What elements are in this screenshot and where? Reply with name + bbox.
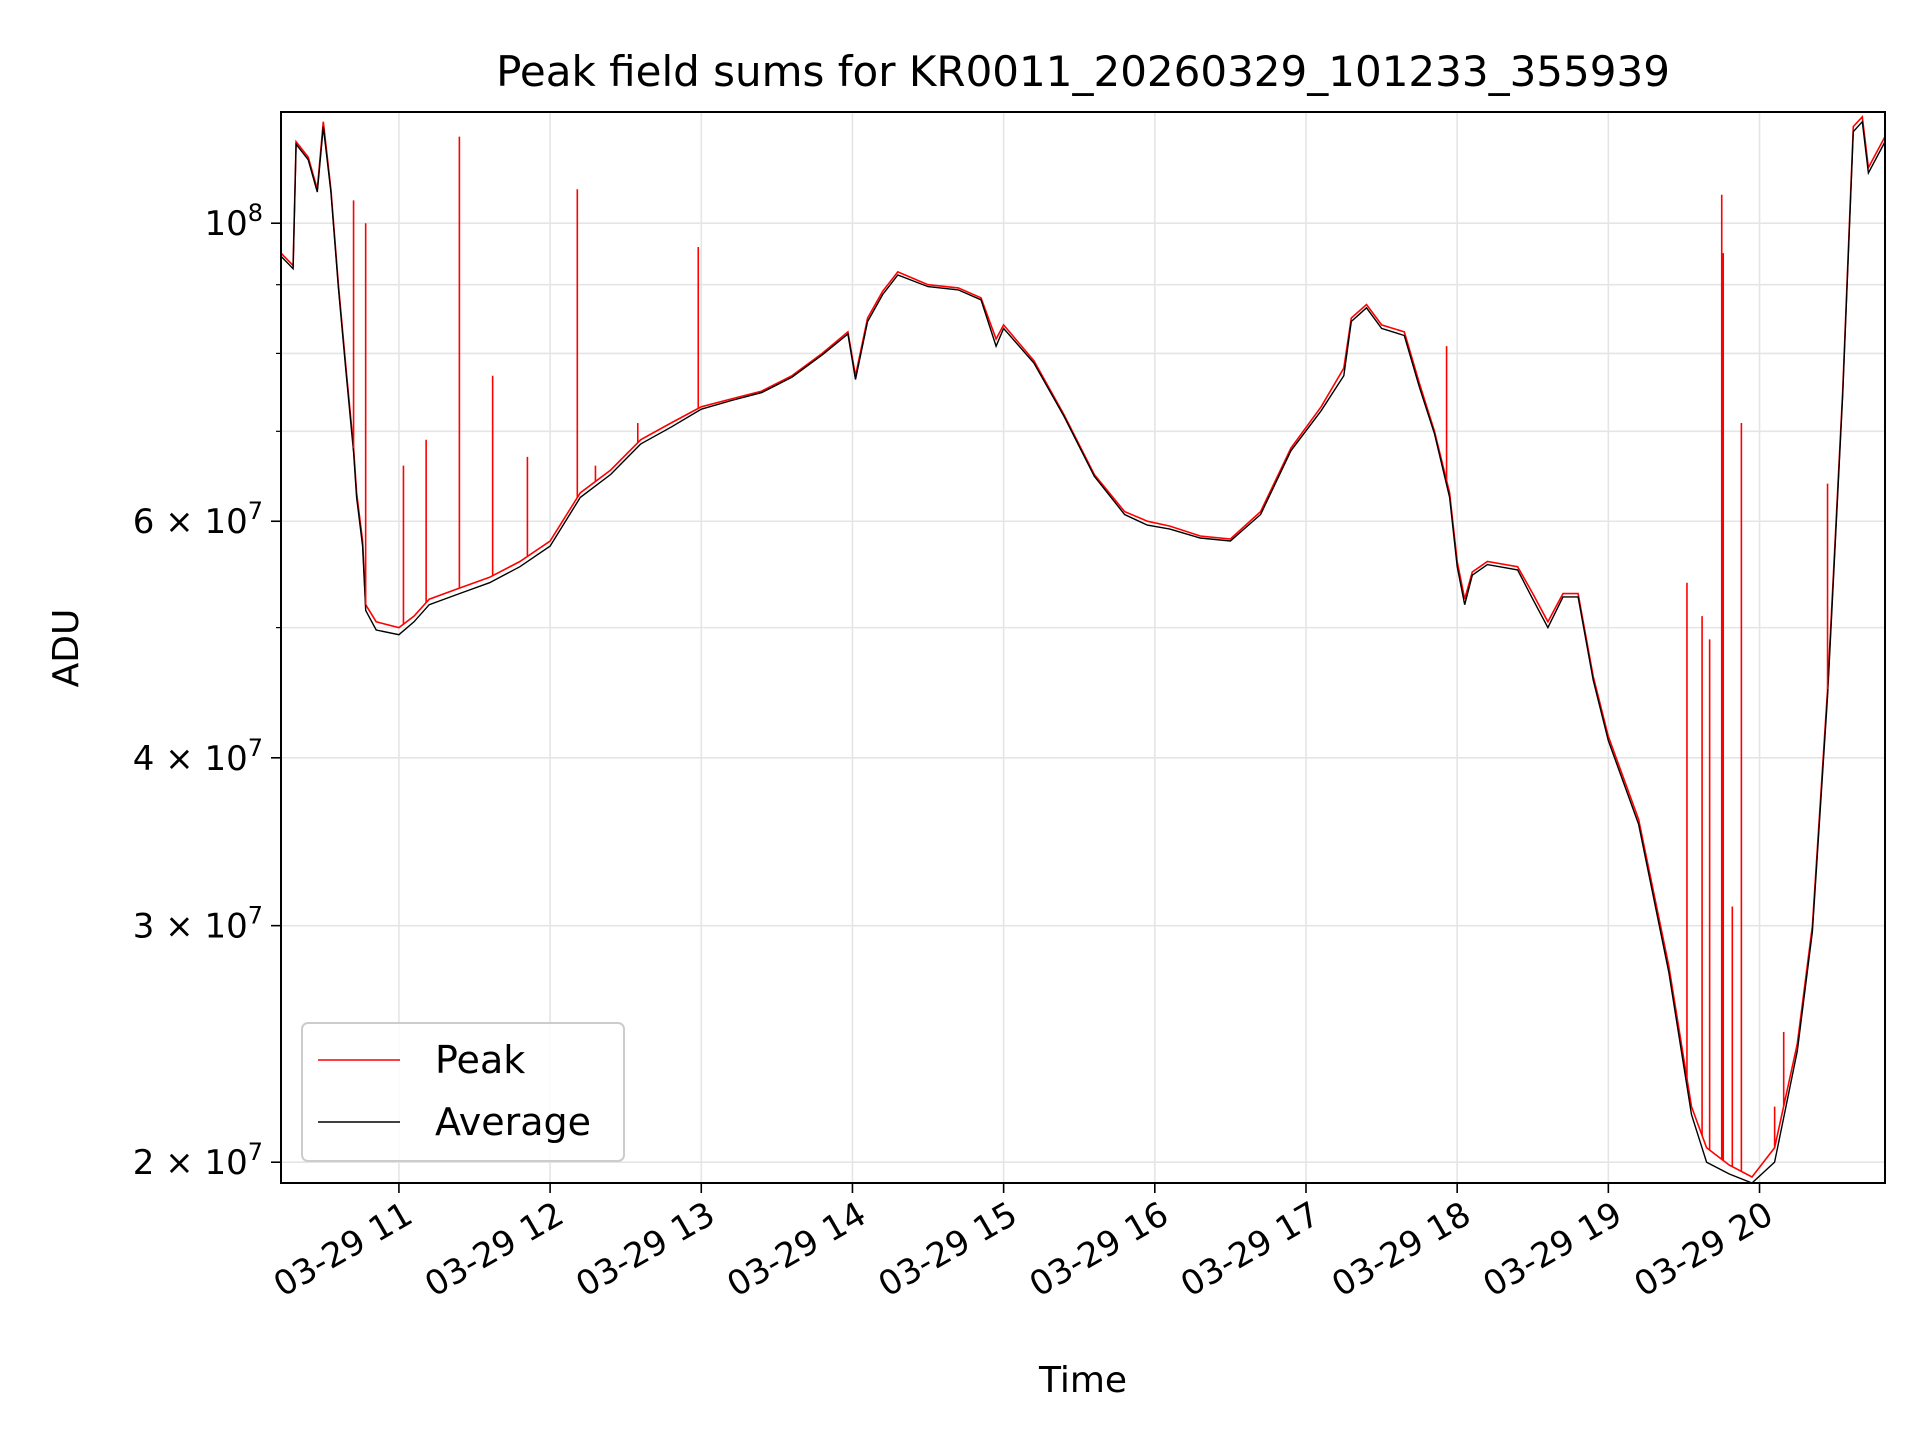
y-tick-label: 3 × 107 [133, 902, 263, 947]
plot-frame [280, 111, 1886, 1184]
legend-label-peak: Peak [435, 1038, 525, 1082]
x-tick-label: 03-29 16 [1023, 1194, 1175, 1305]
y-axis-label: ADU [46, 609, 87, 688]
series-line-average [281, 120, 1885, 1183]
x-tick-label: 03-29 14 [721, 1194, 873, 1305]
y-tick-label: 6 × 107 [133, 497, 263, 542]
series-layer [281, 114, 1885, 1183]
y-tick-label: 2 × 107 [133, 1138, 263, 1183]
y-tick-label: 108 [204, 199, 263, 244]
chart-title: Peak field sums for KR0011_20260329_1012… [496, 47, 1670, 96]
grid-layer [281, 112, 1885, 1183]
y-axis: 2 × 107 3 × 107 4 × 107 6 × 107 108 [133, 199, 281, 1183]
x-axis-label: Time [1038, 1360, 1127, 1401]
series-line-peak [281, 114, 1885, 1179]
x-tick-label: 03-29 18 [1325, 1194, 1477, 1305]
y-tick-label: 4 × 107 [133, 734, 263, 779]
x-tick-label: 03-29 17 [1174, 1194, 1326, 1305]
x-tick-label: 03-29 12 [418, 1194, 570, 1305]
x-tick-label: 03-29 15 [872, 1194, 1024, 1305]
x-tick-label: 03-29 11 [267, 1194, 419, 1305]
legend-label-average: Average [435, 1100, 591, 1144]
legend-box [301, 1022, 625, 1162]
x-tick-label: 03-29 13 [569, 1194, 721, 1305]
x-tick-label: 03-29 19 [1476, 1194, 1628, 1305]
x-tick-label: 03-29 20 [1628, 1194, 1780, 1305]
legend: Peak Average [301, 1022, 625, 1162]
